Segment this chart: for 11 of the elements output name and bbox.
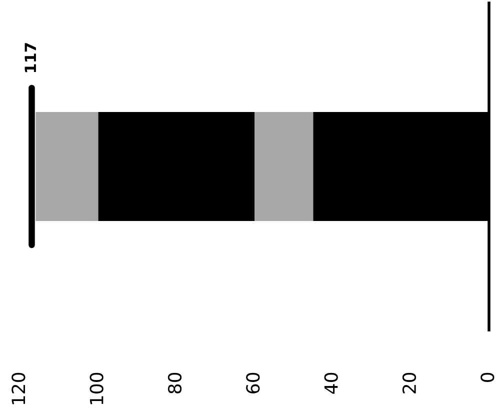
bar	[254, 112, 314, 221]
x-tick-label: 40	[324, 372, 338, 394]
x-tick-label: 120	[12, 372, 26, 404]
bar	[36, 112, 98, 221]
ref-line-label: 117	[24, 43, 36, 72]
x-tick-label: 20	[402, 372, 416, 394]
x-tick-label: 80	[168, 372, 182, 394]
x-tick-label: 100	[90, 372, 104, 404]
x-tick-label: 0	[480, 372, 494, 382]
bar	[98, 112, 254, 221]
x-tick-label: 60	[246, 372, 260, 394]
